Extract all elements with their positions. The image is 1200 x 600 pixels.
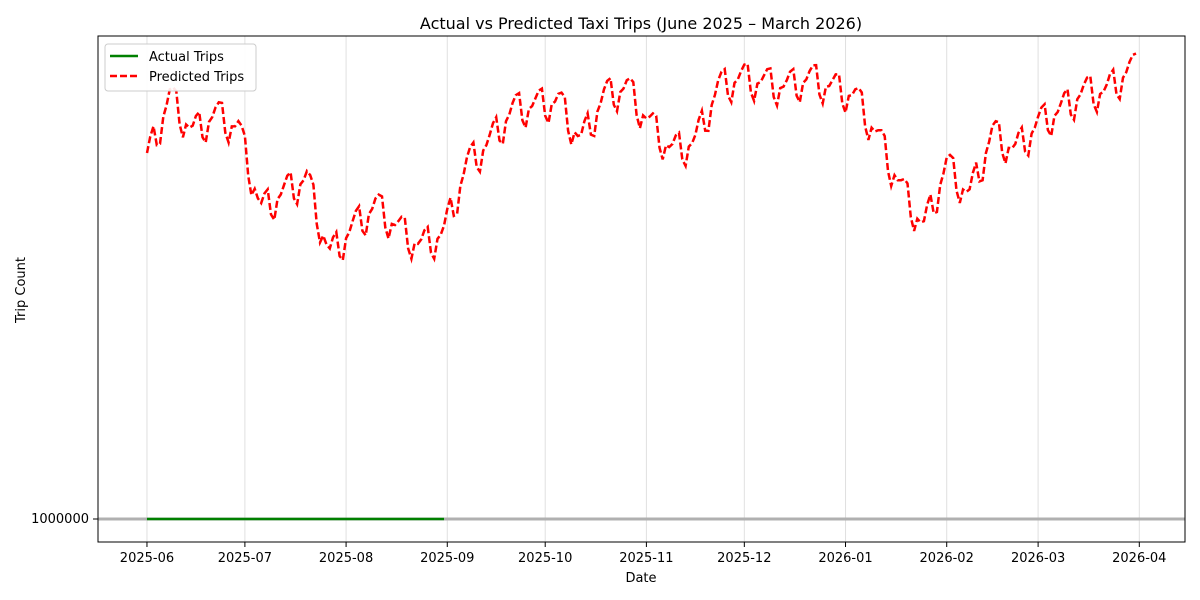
x-tick-label: 2025-09 — [420, 551, 474, 566]
x-tick-label: 2026-02 — [920, 551, 974, 566]
x-axis-ticks: 2025-06 2025-07 2025-08 2025-09 2025-10 2025-… — [120, 542, 1166, 566]
y-axis-label: Trip Count — [14, 257, 29, 324]
x-tick-label: 2025-11 — [619, 551, 673, 566]
x-tick-label: 2026-03 — [1011, 551, 1065, 566]
y-tick-label: 1000000 — [31, 512, 89, 527]
legend-label-predicted: Predicted Trips — [149, 70, 244, 85]
legend: Actual Trips Predicted Trips — [104, 43, 257, 92]
legend-label-actual: Actual Trips — [149, 50, 224, 65]
x-tick-label: 2025-10 — [518, 551, 572, 566]
series-line-predicted — [145, 52, 1137, 264]
grid — [146, 36, 1140, 542]
x-tick-label: 2026-04 — [1112, 551, 1166, 566]
x-tick-label: 2025-12 — [717, 551, 771, 566]
x-tick-label: 2025-08 — [319, 551, 373, 566]
series-layer — [145, 52, 1137, 521]
x-tick-label: 2025-06 — [120, 551, 174, 566]
x-tick-label: 2025-07 — [218, 551, 272, 566]
chart-title: Actual vs Predicted Taxi Trips (June 202… — [420, 14, 862, 33]
plot-frame — [97, 35, 1186, 543]
x-tick-label: 2026-01 — [818, 551, 872, 566]
legend-box — [104, 43, 257, 92]
x-axis-label: Date — [625, 571, 656, 586]
